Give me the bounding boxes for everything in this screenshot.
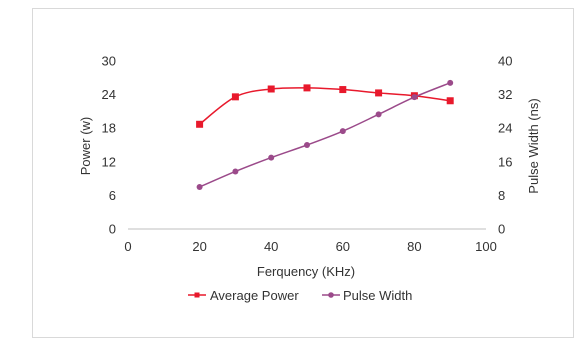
series-layer [196, 79, 454, 190]
data-point-average-power [303, 84, 311, 92]
y-tick-label: 18 [102, 121, 116, 136]
data-point-pulse-width [304, 142, 310, 148]
x-tick-label: 20 [192, 239, 206, 254]
data-point-average-power [339, 86, 347, 94]
chart-frame [32, 8, 574, 338]
legend-label-average-power: Average Power [210, 288, 299, 303]
x-tick-label: 80 [407, 239, 421, 254]
data-point-pulse-width [232, 168, 239, 175]
legend-item-average-power: Average Power [188, 288, 299, 303]
legend-label-pulse-width: Pulse Width [343, 288, 412, 303]
y-tick-label: 6 [109, 188, 116, 203]
x-tick-label: 40 [264, 239, 278, 254]
y-tick-label: 30 [102, 54, 116, 69]
y2-tick-label: 32 [498, 87, 512, 102]
data-point-pulse-width [196, 184, 203, 190]
data-point-pulse-width [375, 111, 382, 118]
y2-axis-title: Pulse Width (ns) [526, 98, 541, 193]
legend-item-pulse-width: Pulse Width [322, 288, 412, 303]
data-point-pulse-width [268, 154, 275, 161]
data-point-average-power [446, 97, 454, 105]
legend: Average Power Pulse Width [188, 288, 412, 303]
x-tick-label: 0 [124, 239, 131, 254]
x-tick-labels: 0 20 40 60 80 100 [124, 239, 496, 254]
y2-tick-label: 0 [498, 222, 505, 237]
y2-tick-label: 8 [498, 188, 505, 203]
data-point-average-power [231, 93, 239, 101]
data-point-pulse-width [447, 79, 454, 86]
data-point-average-power [196, 120, 204, 128]
legend-marker-pulse-width [328, 292, 334, 298]
x-tick-label: 100 [475, 239, 497, 254]
data-point-average-power [267, 85, 275, 93]
x-tick-label: 60 [336, 239, 350, 254]
legend-marker-average-power [194, 292, 200, 298]
y2-tick-label: 24 [498, 121, 512, 136]
y-tick-label: 12 [102, 154, 116, 169]
data-point-average-power [375, 89, 383, 97]
data-point-pulse-width [411, 94, 418, 101]
y2-tick-labels: 0 8 16 24 32 40 [498, 54, 512, 237]
x-axis-title: Ferquency (KHz) [257, 264, 355, 279]
chart: 0 20 40 60 80 100 0 6 12 18 24 30 0 8 16… [78, 54, 541, 304]
y2-tick-label: 16 [498, 154, 512, 169]
y-tick-label: 24 [102, 87, 116, 102]
series-line-pulse-width [199, 82, 451, 188]
y2-tick-label: 40 [498, 54, 512, 69]
y-axis-title: Power (w) [78, 117, 93, 176]
y-tick-label: 0 [109, 222, 116, 237]
y-tick-labels: 0 6 12 18 24 30 [102, 54, 116, 237]
data-point-pulse-width [339, 128, 346, 135]
